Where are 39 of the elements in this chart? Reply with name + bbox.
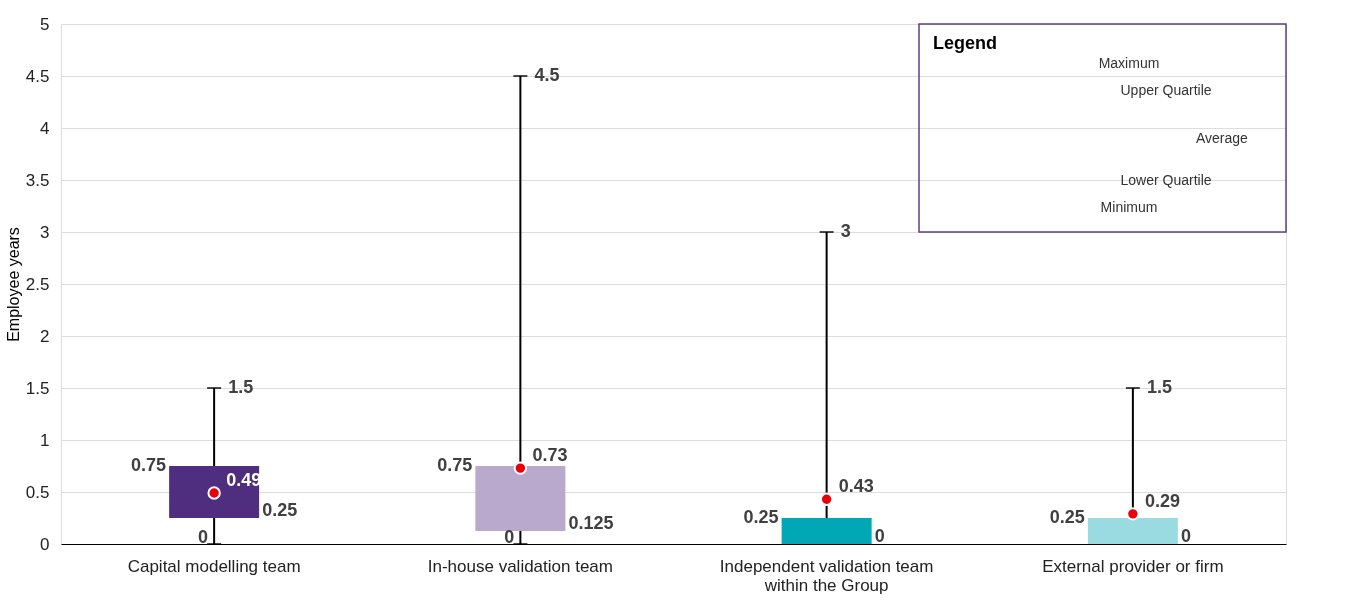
annotation: Legend: [933, 33, 998, 53]
y-tick-label: 4: [40, 118, 50, 138]
annotation: 0: [874, 526, 885, 546]
annotation: 0: [1180, 526, 1191, 546]
y-tick-label: 0: [40, 534, 50, 554]
x-tick-label: In-house validation team: [427, 556, 613, 576]
annotation: 0.75: [437, 455, 473, 475]
annotation: 0: [504, 527, 515, 547]
annotation: 0.73: [532, 445, 568, 466]
annotation: Minimum: [1100, 199, 1158, 215]
annotation: 0: [198, 527, 209, 547]
y-tick-label: 3.5: [25, 170, 50, 190]
annotation: 0.125: [568, 513, 614, 533]
annotation: 4.5: [534, 65, 560, 85]
y-tick-label: 1.5: [25, 378, 50, 398]
annotation: Upper Quartile: [1120, 82, 1212, 98]
annotation: Maximum: [1098, 55, 1160, 71]
y-tick-label: 5: [40, 14, 50, 34]
y-tick-label: 2: [40, 326, 50, 346]
annotation: 0.25: [743, 507, 779, 527]
annotation: 0.29: [1144, 490, 1180, 511]
annotation: 0.25: [1049, 507, 1085, 527]
annotation: 0.43: [838, 476, 874, 497]
x-tick-label: Independent validation team within the Group: [719, 556, 934, 595]
x-tick-label: Capital modelling team: [127, 556, 301, 576]
annotation: 0.75: [131, 455, 167, 475]
annotation: 1.5: [1146, 377, 1172, 397]
annotation: 0.25: [262, 500, 298, 520]
y-tick-label: 0.5: [25, 482, 50, 502]
y-axis-title: Employee years: [4, 227, 22, 342]
annotation: Average: [1196, 130, 1249, 146]
x-tick-label: External provider or firm: [1042, 556, 1224, 576]
y-tick-label: 3: [40, 222, 50, 242]
y-tick-label: 2.5: [25, 274, 50, 294]
annotation: 1.5: [228, 377, 254, 397]
annotation: Lower Quartile: [1120, 172, 1212, 188]
annotation: 3: [840, 221, 851, 241]
y-tick-label: 4.5: [25, 66, 50, 86]
y-tick-label: 1: [40, 430, 50, 450]
